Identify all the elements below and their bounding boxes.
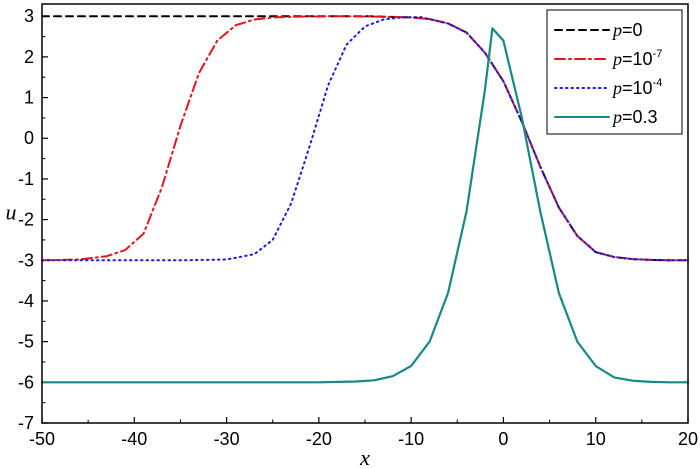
legend-label: p=0.3 [611,107,658,127]
y-tick-label: -4 [18,291,34,311]
legend-label: p=10-7 [611,48,662,69]
y-tick-label: 2 [24,47,34,67]
legend-label: p=0 [611,20,643,40]
series-line-3 [41,16,689,262]
y-tick-label: -7 [18,413,34,433]
x-tick-label: -30 [214,429,240,449]
x-tick-label: -20 [306,429,332,449]
x-tick-label: -10 [398,429,424,449]
y-tick-label: 0 [24,128,34,148]
y-tick-label: -6 [18,372,34,392]
plot-frame [41,3,689,424]
series-line-4 [40,27,690,384]
x-axis-title: x [359,445,370,468]
x-tick-label: 0 [498,429,508,449]
y-tick-label: -1 [18,169,34,189]
x-tick-label: -50 [29,429,55,449]
x-tick-label: 20 [678,429,698,449]
y-axis-title: u [6,200,17,225]
y-tick-label: -3 [18,250,34,270]
legend-label: p=10-4 [611,77,662,98]
series-lines [40,15,690,384]
legend: p=0 p=10-7 p=10-4 p=0.3 [546,9,683,135]
y-tick-label: 3 [24,6,34,26]
x-tick-label: 10 [586,429,606,449]
y-tick-label: 1 [24,88,34,108]
y-tick-label: -5 [18,332,34,352]
y-tick-label: -2 [18,210,34,230]
x-tick-label: -40 [121,429,147,449]
